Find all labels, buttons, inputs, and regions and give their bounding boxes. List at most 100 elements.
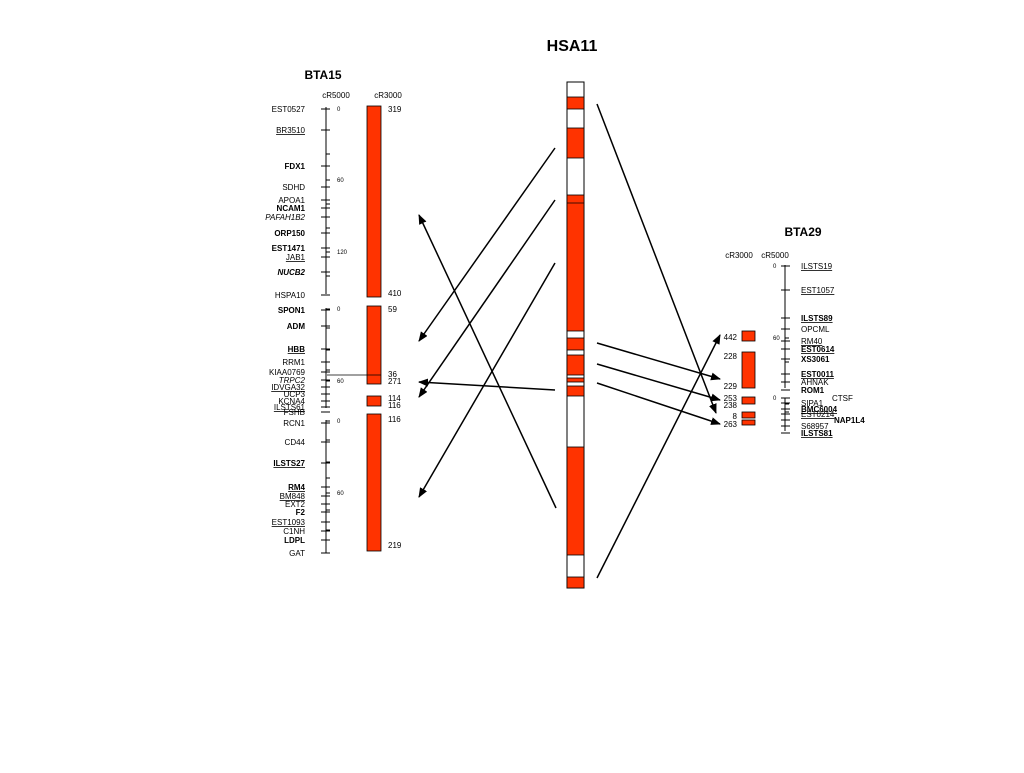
hsa11-segment	[566, 194, 585, 332]
marker-gat: GAT	[289, 549, 305, 558]
marker-adm: ADM	[287, 322, 306, 331]
hsa11-chromosome	[566, 81, 585, 589]
marker-ext2: EXT2	[285, 500, 306, 509]
bta29-title: BTA29	[784, 225, 821, 239]
marker-idvga32: IDVGA32	[271, 383, 305, 392]
marker-c1nh: C1NH	[283, 527, 305, 536]
bta15-segment-label: 319	[388, 105, 402, 114]
marker-rcn1: RCN1	[283, 419, 305, 428]
hsa11-segment	[566, 337, 585, 351]
marker-est0527: EST0527	[272, 105, 306, 114]
bta29-unit-right: cR5000	[761, 251, 789, 260]
marker-apoa1: APOA1	[278, 196, 305, 205]
bta29-segment-label: 253	[724, 394, 738, 403]
marker-bm848: BM848	[280, 492, 306, 501]
marker-est0214: EST0214	[801, 410, 835, 419]
marker-ilsts19: ILSTS19	[801, 262, 833, 271]
hsa11-segment	[566, 127, 585, 159]
marker-ilsts27: ILSTS27	[273, 459, 305, 468]
hsa11-segment	[566, 96, 585, 110]
bta15-scale-label: 60	[337, 491, 344, 497]
bta15-segment	[366, 105, 382, 298]
marker-est1057: EST1057	[801, 286, 835, 295]
bta15-segment-label: 116	[388, 401, 401, 410]
marker-hbb: HBB	[288, 345, 306, 354]
marker-ncam1: NCAM1	[277, 204, 306, 213]
bta29-scale-label: 0	[773, 264, 777, 270]
marker-est1471: EST1471	[272, 244, 306, 253]
bta29-segment-label: 228	[724, 352, 738, 361]
marker-orp150: ORP150	[274, 229, 305, 238]
marker-opcml: OPCML	[801, 325, 830, 334]
hsa11-segment	[566, 385, 585, 397]
bta15-scale-label: 0	[337, 307, 341, 313]
bta15-scale-label: 120	[337, 250, 348, 256]
marker-ilsts81: ILSTS81	[801, 429, 833, 438]
bta15-chromosome: BTA15 cR5000 cR3000 0 60 120 EST0527 BR3510 F…	[265, 68, 402, 558]
bta15-scale-label: 0	[337, 107, 341, 113]
marker-bmc6004: BMC6004	[801, 405, 838, 414]
bta15-title: BTA15	[304, 68, 341, 82]
bta29-segment-label: 229	[724, 382, 738, 391]
marker-s68957: S68957	[801, 422, 829, 431]
bta29-axes: 0 60 ILSTS19 EST1057 ILSTS89 OPCML RM40EST0614…	[773, 262, 865, 438]
marker-rm4: RM4	[288, 483, 305, 492]
marker-rom1: ROM1	[801, 386, 825, 395]
correspondence-arrows	[418, 103, 721, 579]
hsa11-segment	[566, 377, 585, 383]
marker-ldpl: LDPL	[284, 536, 305, 545]
marker-ilsts61: ILSTS61	[274, 403, 306, 412]
bta29-segment	[741, 396, 756, 405]
marker-kcna4: KCNA4	[278, 397, 305, 406]
hsa11-segment	[566, 576, 585, 589]
marker-br3510: BR3510	[276, 126, 305, 135]
marker-ucp3: UCP3	[284, 390, 306, 399]
bta15-segment	[366, 305, 382, 385]
bta15-segment-label: 410	[388, 289, 402, 298]
marker-nucb2: NUCB2	[277, 268, 305, 277]
marker-hspa10: HSPA10	[275, 291, 306, 300]
bta15-segment-label: 114	[388, 394, 401, 403]
bta29-unit-left: cR3000	[725, 251, 753, 260]
arrow-to-bta15-ilsts27	[418, 262, 556, 498]
marker-sipa1: SIPA1	[801, 399, 824, 408]
arrow-to-bta29-229	[596, 342, 721, 381]
bta15-unit-left: cR5000	[322, 91, 350, 100]
bta15-scale-label: 60	[337, 379, 344, 385]
marker-est0011: EST0011	[801, 370, 834, 379]
marker-trpc2: TRPC2	[279, 376, 306, 385]
bta29-segment-label: 263	[724, 420, 738, 429]
arrow-to-bta15-pafah1b2	[418, 214, 557, 509]
bta15-scale-label: 0	[337, 419, 341, 425]
marker-jab1: JAB1	[286, 253, 306, 262]
marker-est0614: EST0614	[801, 345, 835, 354]
bta29-segment	[741, 411, 756, 419]
marker-spon1: SPON1	[278, 306, 306, 315]
marker-cd44: CD44	[285, 438, 306, 447]
bta29-segment	[741, 330, 756, 342]
bta29-scale-label: 0	[773, 396, 777, 402]
bta29-segment-label: 238	[724, 401, 738, 410]
marker-ilsts89: ILSTS89	[801, 314, 833, 323]
marker-nap1l4: NAP1L4	[834, 416, 865, 425]
bta15-segment-label: 59	[388, 305, 397, 314]
marker-ahnak: AHNAK	[801, 378, 829, 387]
arrow-to-bta29-442	[596, 334, 721, 579]
bta29-chromosome: BTA29 cR3000 cR5000 0 60 ILSTS19 EST1057 ILS…	[724, 225, 866, 438]
bta15-unit-right: cR3000	[374, 91, 402, 100]
bta15-segment-label: 116	[388, 415, 401, 424]
arrow-to-bta15-spon1	[418, 147, 556, 342]
page-title: HSA11	[547, 38, 598, 55]
bta15-segment	[366, 413, 382, 552]
bta15-scale-label: 60	[337, 178, 344, 184]
arrow-to-bta29-ctsf	[596, 103, 717, 414]
bta29-segment-label: 8	[733, 412, 738, 421]
marker-rrm1: RRM1	[282, 358, 305, 367]
marker-f2: F2	[296, 508, 306, 517]
bta15-segment-label: 271	[388, 377, 402, 386]
arrow-to-bta15-idvga32	[418, 378, 556, 391]
marker-xs3061: XS3061	[801, 355, 830, 364]
bta29-segment	[741, 351, 756, 389]
